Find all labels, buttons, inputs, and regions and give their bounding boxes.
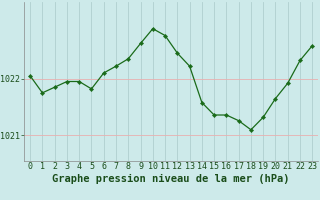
X-axis label: Graphe pression niveau de la mer (hPa): Graphe pression niveau de la mer (hPa) [52,174,290,184]
